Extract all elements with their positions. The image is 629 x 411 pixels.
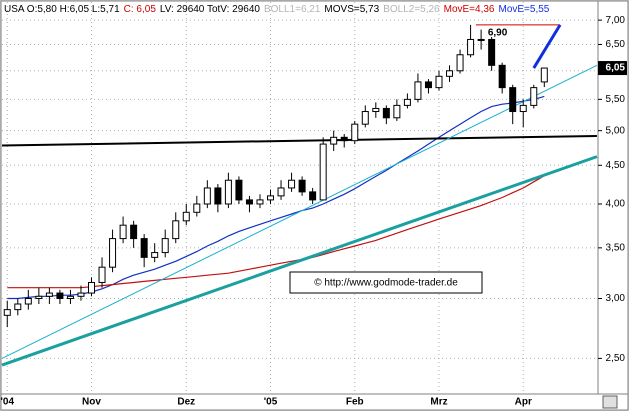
candle-body xyxy=(467,38,475,56)
candle-body xyxy=(77,292,85,297)
candle-body xyxy=(361,111,369,125)
candle-body xyxy=(224,179,232,205)
candle-body xyxy=(245,199,253,205)
header-item: MovE=5,55 xyxy=(499,4,550,15)
candle-body xyxy=(109,238,117,268)
x-tick-label: '04 xyxy=(1,397,15,408)
candle-body xyxy=(488,38,496,66)
watermark: © http://www.godmode-trader.de xyxy=(314,278,458,289)
candle-body xyxy=(130,224,138,240)
x-tick-label: Dez xyxy=(177,397,195,408)
header-item: MovE=4,36 xyxy=(444,4,495,15)
header-item: LV: 29640 TotV: 29640 xyxy=(160,4,261,15)
candle-body xyxy=(45,292,53,297)
candle-body xyxy=(446,70,454,77)
trend-line xyxy=(1,134,597,147)
candle-body xyxy=(119,224,127,240)
y-tick-label: 7,00 xyxy=(606,15,626,26)
candle-body xyxy=(235,179,243,201)
y-tick-label: 3,50 xyxy=(606,242,626,253)
icon[interactable] xyxy=(602,395,618,409)
candle-body xyxy=(519,104,527,113)
y-tick-label: 3,00 xyxy=(606,293,626,304)
x-axis-area xyxy=(0,393,629,411)
annotation: 6,90 xyxy=(488,28,508,39)
x-tick-label: '05 xyxy=(264,397,278,408)
candle-body xyxy=(456,54,464,72)
candle-body xyxy=(393,104,401,119)
candle-body xyxy=(24,297,32,305)
candle-body xyxy=(319,143,327,201)
header-item: BOLL2=5,26 xyxy=(383,4,440,15)
price-tag xyxy=(598,61,627,76)
candle-body xyxy=(88,281,96,294)
candle-body xyxy=(403,98,411,106)
header: USA O:5,80 H:6,05 L:5,71 C: 6,05 LV: 29640… xyxy=(4,4,550,15)
candle-body xyxy=(98,266,106,283)
candle-body xyxy=(530,87,538,106)
candle-body xyxy=(182,211,190,222)
candle-body xyxy=(256,199,264,205)
candle-body xyxy=(267,195,275,201)
candle-body xyxy=(372,107,380,113)
candle-body xyxy=(56,292,64,299)
y-tick-label: 4,50 xyxy=(606,160,626,171)
candle-body xyxy=(424,81,432,89)
candle-body xyxy=(309,191,317,201)
candle-body xyxy=(35,295,43,299)
candle-body xyxy=(351,123,359,142)
candle-body xyxy=(382,107,390,119)
header-item: MOVS=5,73 xyxy=(324,4,379,15)
candle-body xyxy=(203,187,211,205)
y-tick-label: 5,50 xyxy=(606,94,626,105)
candle-body xyxy=(277,187,285,197)
price-tag-label: 6,05 xyxy=(606,63,626,74)
trend-line xyxy=(1,155,598,367)
y-tick-label: 2,50 xyxy=(606,353,626,364)
moving-average xyxy=(7,175,545,289)
candle-body xyxy=(172,220,180,240)
x-tick-label: Mrz xyxy=(430,397,447,408)
candle-body xyxy=(298,179,306,193)
y-axis-area xyxy=(597,0,629,395)
candle-body xyxy=(340,136,348,142)
trend-line xyxy=(1,64,598,359)
candle-body xyxy=(14,303,22,311)
candle-body xyxy=(3,309,11,316)
candle-body xyxy=(414,81,422,100)
header-item: USA O:5,80 H:6,05 L:5,71 xyxy=(4,4,120,15)
candle-body xyxy=(330,136,338,145)
candle-body xyxy=(477,38,485,41)
y-tick-label: 5,00 xyxy=(606,125,626,136)
candle-body xyxy=(151,252,159,258)
y-tick-label: 4,00 xyxy=(606,199,626,210)
candle-body xyxy=(540,67,548,83)
candle-body xyxy=(509,87,517,113)
header-item: C: 6,05 xyxy=(124,4,157,15)
candle-body xyxy=(214,187,222,205)
trend-line xyxy=(532,24,562,69)
candle-body xyxy=(288,179,296,189)
header-item: BOLL1=6,21 xyxy=(264,4,321,15)
candle-body xyxy=(435,75,443,89)
y-tick-label: 6,50 xyxy=(606,39,626,50)
plot-area xyxy=(0,0,599,395)
watermark-box xyxy=(289,271,483,294)
candle-body xyxy=(66,295,74,299)
x-tick-label: Nov xyxy=(82,397,101,408)
candle-body xyxy=(161,238,169,254)
candle-body xyxy=(498,64,506,89)
x-tick-label: Apr xyxy=(515,397,532,408)
candle-body xyxy=(140,238,148,258)
x-tick-label: Feb xyxy=(346,397,364,408)
candle-body xyxy=(193,203,201,213)
moving-average xyxy=(7,95,545,300)
